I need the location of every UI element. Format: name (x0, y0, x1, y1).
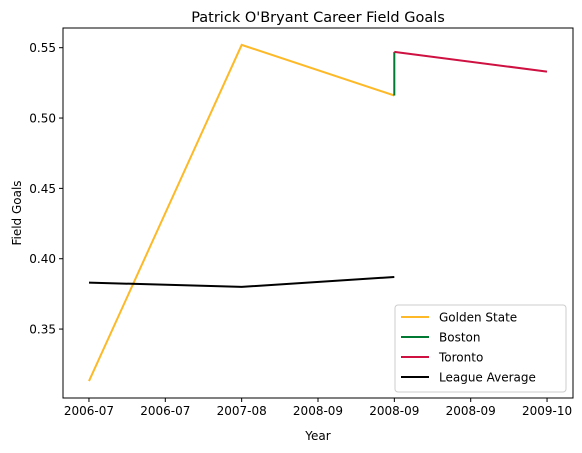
legend-label: Toronto (438, 351, 483, 365)
legend-label: Boston (439, 331, 480, 345)
y-tick-label: 0.55 (29, 41, 56, 55)
x-axis-title: Year (304, 429, 330, 443)
series-line-golden-state (88, 43, 395, 382)
legend-label: Golden State (439, 311, 517, 325)
series-line-toronto (394, 50, 548, 73)
x-tick-label: 2008-09 (446, 404, 496, 418)
legend: Golden State Boston Toronto League Average (394, 304, 567, 393)
plot-area (88, 43, 548, 382)
legend-box (394, 304, 567, 393)
x-tick-label: 2006-07 (140, 404, 190, 418)
axes: 2006-07 2006-07 2007-08 2008-09 2008-09 2008-… (29, 41, 572, 418)
y-axis-title: Field Goals (10, 180, 24, 245)
legend-label: League Average (439, 371, 536, 385)
y-tick-label: 0.40 (29, 252, 56, 266)
x-tick-label: 2006-07 (64, 404, 114, 418)
y-tick-label: 0.50 (29, 112, 56, 126)
y-tick-label: 0.45 (29, 182, 56, 196)
series-line-league-average (88, 276, 395, 288)
x-tick-label: 2008-09 (293, 404, 343, 418)
y-tick-label: 0.35 (29, 323, 56, 337)
x-tick-label: 2007-08 (217, 404, 267, 418)
chart-title: Patrick O'Bryant Career Field Goals (191, 10, 445, 26)
x-tick-label: 2009-10 (522, 404, 572, 418)
x-tick-label: 2008-09 (369, 404, 419, 418)
